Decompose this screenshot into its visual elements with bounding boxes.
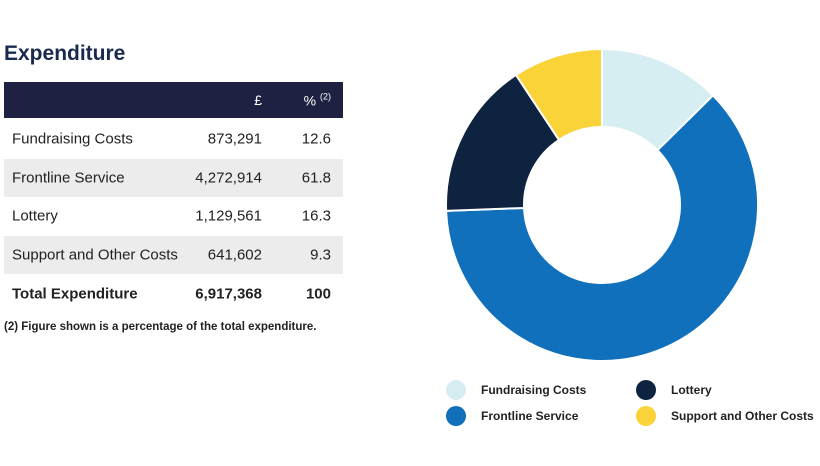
legend-swatch [446,406,466,426]
donut-segment [445,73,561,212]
row-amount: 4,272,914 [195,169,262,186]
legend-swatch [636,380,656,400]
footnote: (2) Figure shown is a percentage of the … [4,321,317,333]
column-header: % (2) [304,92,331,109]
row-label: Frontline Service [12,169,125,186]
row-percent: 9.3 [310,246,331,263]
legend-entry: Support and Other Costs [636,404,816,428]
legend-label: Lottery [671,383,712,397]
table-header: £ % (2) [4,82,343,118]
column-header: % [303,92,317,109]
row-percent: 16.3 [301,207,331,225]
row-label: Lottery [12,207,58,225]
donut-segment [445,93,759,362]
column-header: £ [254,92,262,108]
legend-swatch [446,380,466,400]
table-row: Lottery 1,129,561 16.3 [4,197,343,235]
title: Expenditure [4,42,126,65]
row-amount: 873,291 [207,130,262,148]
table-row: Support and Other Costs 641,602 9.3 [4,235,343,274]
legend: Fundraising Costs Frontline Service Lotter… [446,378,816,428]
legend-entry: Lottery [636,378,816,402]
legend-entry: Fundraising Costs [446,378,636,402]
row-label: Support and Other Costs [12,246,178,263]
legend-label: Frontline Service [481,409,579,423]
row-percent: 61.8 [301,169,331,186]
total-row: Total Expenditure 6,917,368 100 [4,275,343,313]
donut-segment [514,47,603,142]
legend-swatch [636,406,656,426]
table-row: Fundraising Costs 873,291 12.6 [4,120,343,158]
donut-chart [445,47,759,362]
row-label: Fundraising Costs [12,130,133,148]
legend-entry: Frontline Service [446,404,636,428]
column-note: (2) [320,91,331,102]
legend-label: Support and Other Costs [671,409,814,423]
row-amount: 1,129,561 [195,207,262,225]
total-amount: 6,917,368 [195,285,262,303]
table-row: Frontline Service 4,272,914 61.8 [4,158,343,197]
total-percent: 100 [305,285,331,303]
legend-label: Fundraising Costs [481,383,587,397]
row-amount: 641,602 [207,246,262,263]
total-label: Total Expenditure [12,285,138,303]
row-percent: 12.6 [301,130,331,148]
